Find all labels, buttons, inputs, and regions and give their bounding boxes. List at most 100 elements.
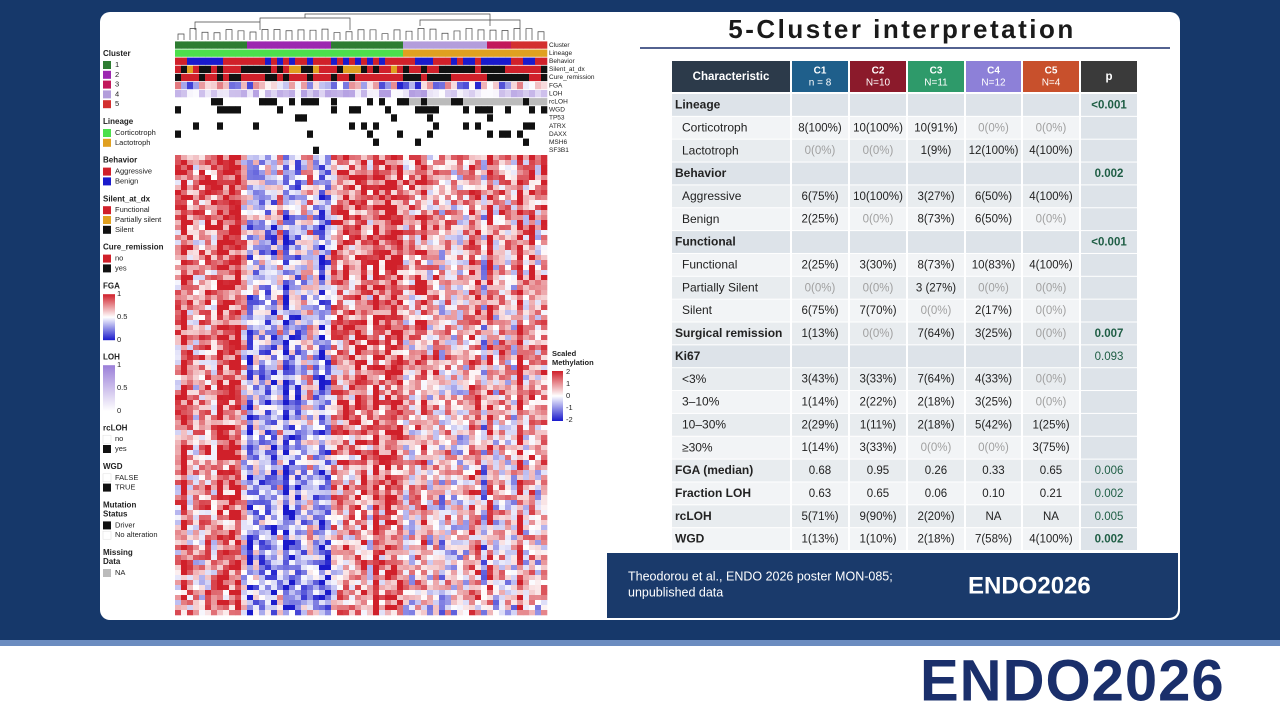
heatmap-cell [187,465,194,471]
heatmap-cell [187,550,194,556]
heatmap-cell [307,235,314,241]
heatmap-cell [403,460,410,466]
heatmap-cell [361,510,368,516]
heatmap-cell [427,350,434,356]
heatmap-cell [337,205,344,211]
heatmap-cell [301,410,308,416]
heatmap-cell [211,575,218,581]
heatmap-cell [337,400,344,406]
heatmap-cell [283,250,290,256]
heatmap-cell [283,285,290,291]
annotation-cell [343,81,350,90]
annotation-cell [511,146,518,154]
heatmap-cell [223,345,230,351]
heatmap-cell [229,195,236,201]
heatmap-cell [415,590,422,596]
heatmap-cell [397,390,404,396]
heatmap-cell [283,535,290,541]
heatmap-cell [265,505,272,511]
heatmap-cell [325,160,332,166]
annotation-cell [451,41,458,49]
heatmap-cell [259,570,266,576]
annotation-cell [445,57,452,65]
heatmap-cell [265,610,272,616]
heatmap-cell [229,160,236,166]
heatmap-cell [403,415,410,421]
heatmap-cell [385,610,392,616]
heatmap-cell [439,400,446,406]
heatmap-cell [337,230,344,236]
heatmap-cell [409,370,416,376]
heatmap-cell [277,190,284,196]
heatmap-cell [229,200,236,206]
heatmap-cell [421,265,428,271]
heatmap-cell [205,365,212,371]
heatmap-cell [391,160,398,166]
heatmap-cell [181,580,188,586]
heatmap-cell [319,285,326,291]
annotation-cell [349,57,356,65]
heatmap-cell [295,275,302,281]
annotation-cell [295,146,302,154]
heatmap-cell [349,375,356,381]
heatmap-cell [295,390,302,396]
heatmap-cell [187,545,194,551]
heatmap-cell [259,195,266,201]
annotation-cell [433,122,440,130]
heatmap-cell [409,610,416,616]
annotation-cell [301,57,308,65]
heatmap-cell [253,510,260,516]
annotation-cell [187,98,194,106]
heatmap-cell [361,490,368,496]
heatmap-cell [355,210,362,216]
heatmap-cell [187,250,194,256]
heatmap-cell [247,455,254,461]
annotation-cell [481,57,488,65]
heatmap-cell [175,595,182,601]
heatmap-cell [247,270,254,276]
heatmap-cell [415,270,422,276]
annotation-cell [385,81,392,90]
heatmap-cell [289,275,296,281]
heatmap-cell [349,170,356,176]
heatmap-cell [307,530,314,536]
heatmap-cell [427,165,434,171]
heatmap-cell [433,250,440,256]
heatmap-cell [373,315,380,321]
heatmap-cell [295,595,302,601]
heatmap-cell [199,560,206,566]
heatmap-cell [397,555,404,561]
heatmap-cell [367,545,374,551]
heatmap-cell [343,405,350,411]
heatmap-cell [397,520,404,526]
heatmap-cell [211,305,218,311]
heatmap-cell [265,450,272,456]
heatmap-cell [247,495,254,501]
heatmap-cell [367,345,374,351]
heatmap-cell [379,530,386,536]
heatmap-cell [391,590,398,596]
heatmap-cell [271,440,278,446]
heatmap-cell [355,600,362,606]
heatmap-cell [403,265,410,271]
heatmap-cell [319,290,326,296]
heatmap-cell [301,420,308,426]
heatmap-cell [421,355,428,361]
heatmap-cell [265,280,272,286]
heatmap-cell [391,175,398,181]
heatmap-cell [295,260,302,266]
heatmap-cell [421,215,428,221]
track-label: Lineage [549,50,573,57]
heatmap-cell [433,190,440,196]
heatmap-cell [367,590,374,596]
heatmap-cell [181,185,188,191]
heatmap-cell [217,540,224,546]
heatmap-cell [343,280,350,286]
heatmap-cell [217,210,224,216]
heatmap-cell [433,295,440,301]
heatmap-cell [421,255,428,261]
annotation-cell [403,146,410,154]
heatmap-cell [181,220,188,226]
annotation-cell [199,49,206,57]
heatmap-cell [193,225,200,231]
